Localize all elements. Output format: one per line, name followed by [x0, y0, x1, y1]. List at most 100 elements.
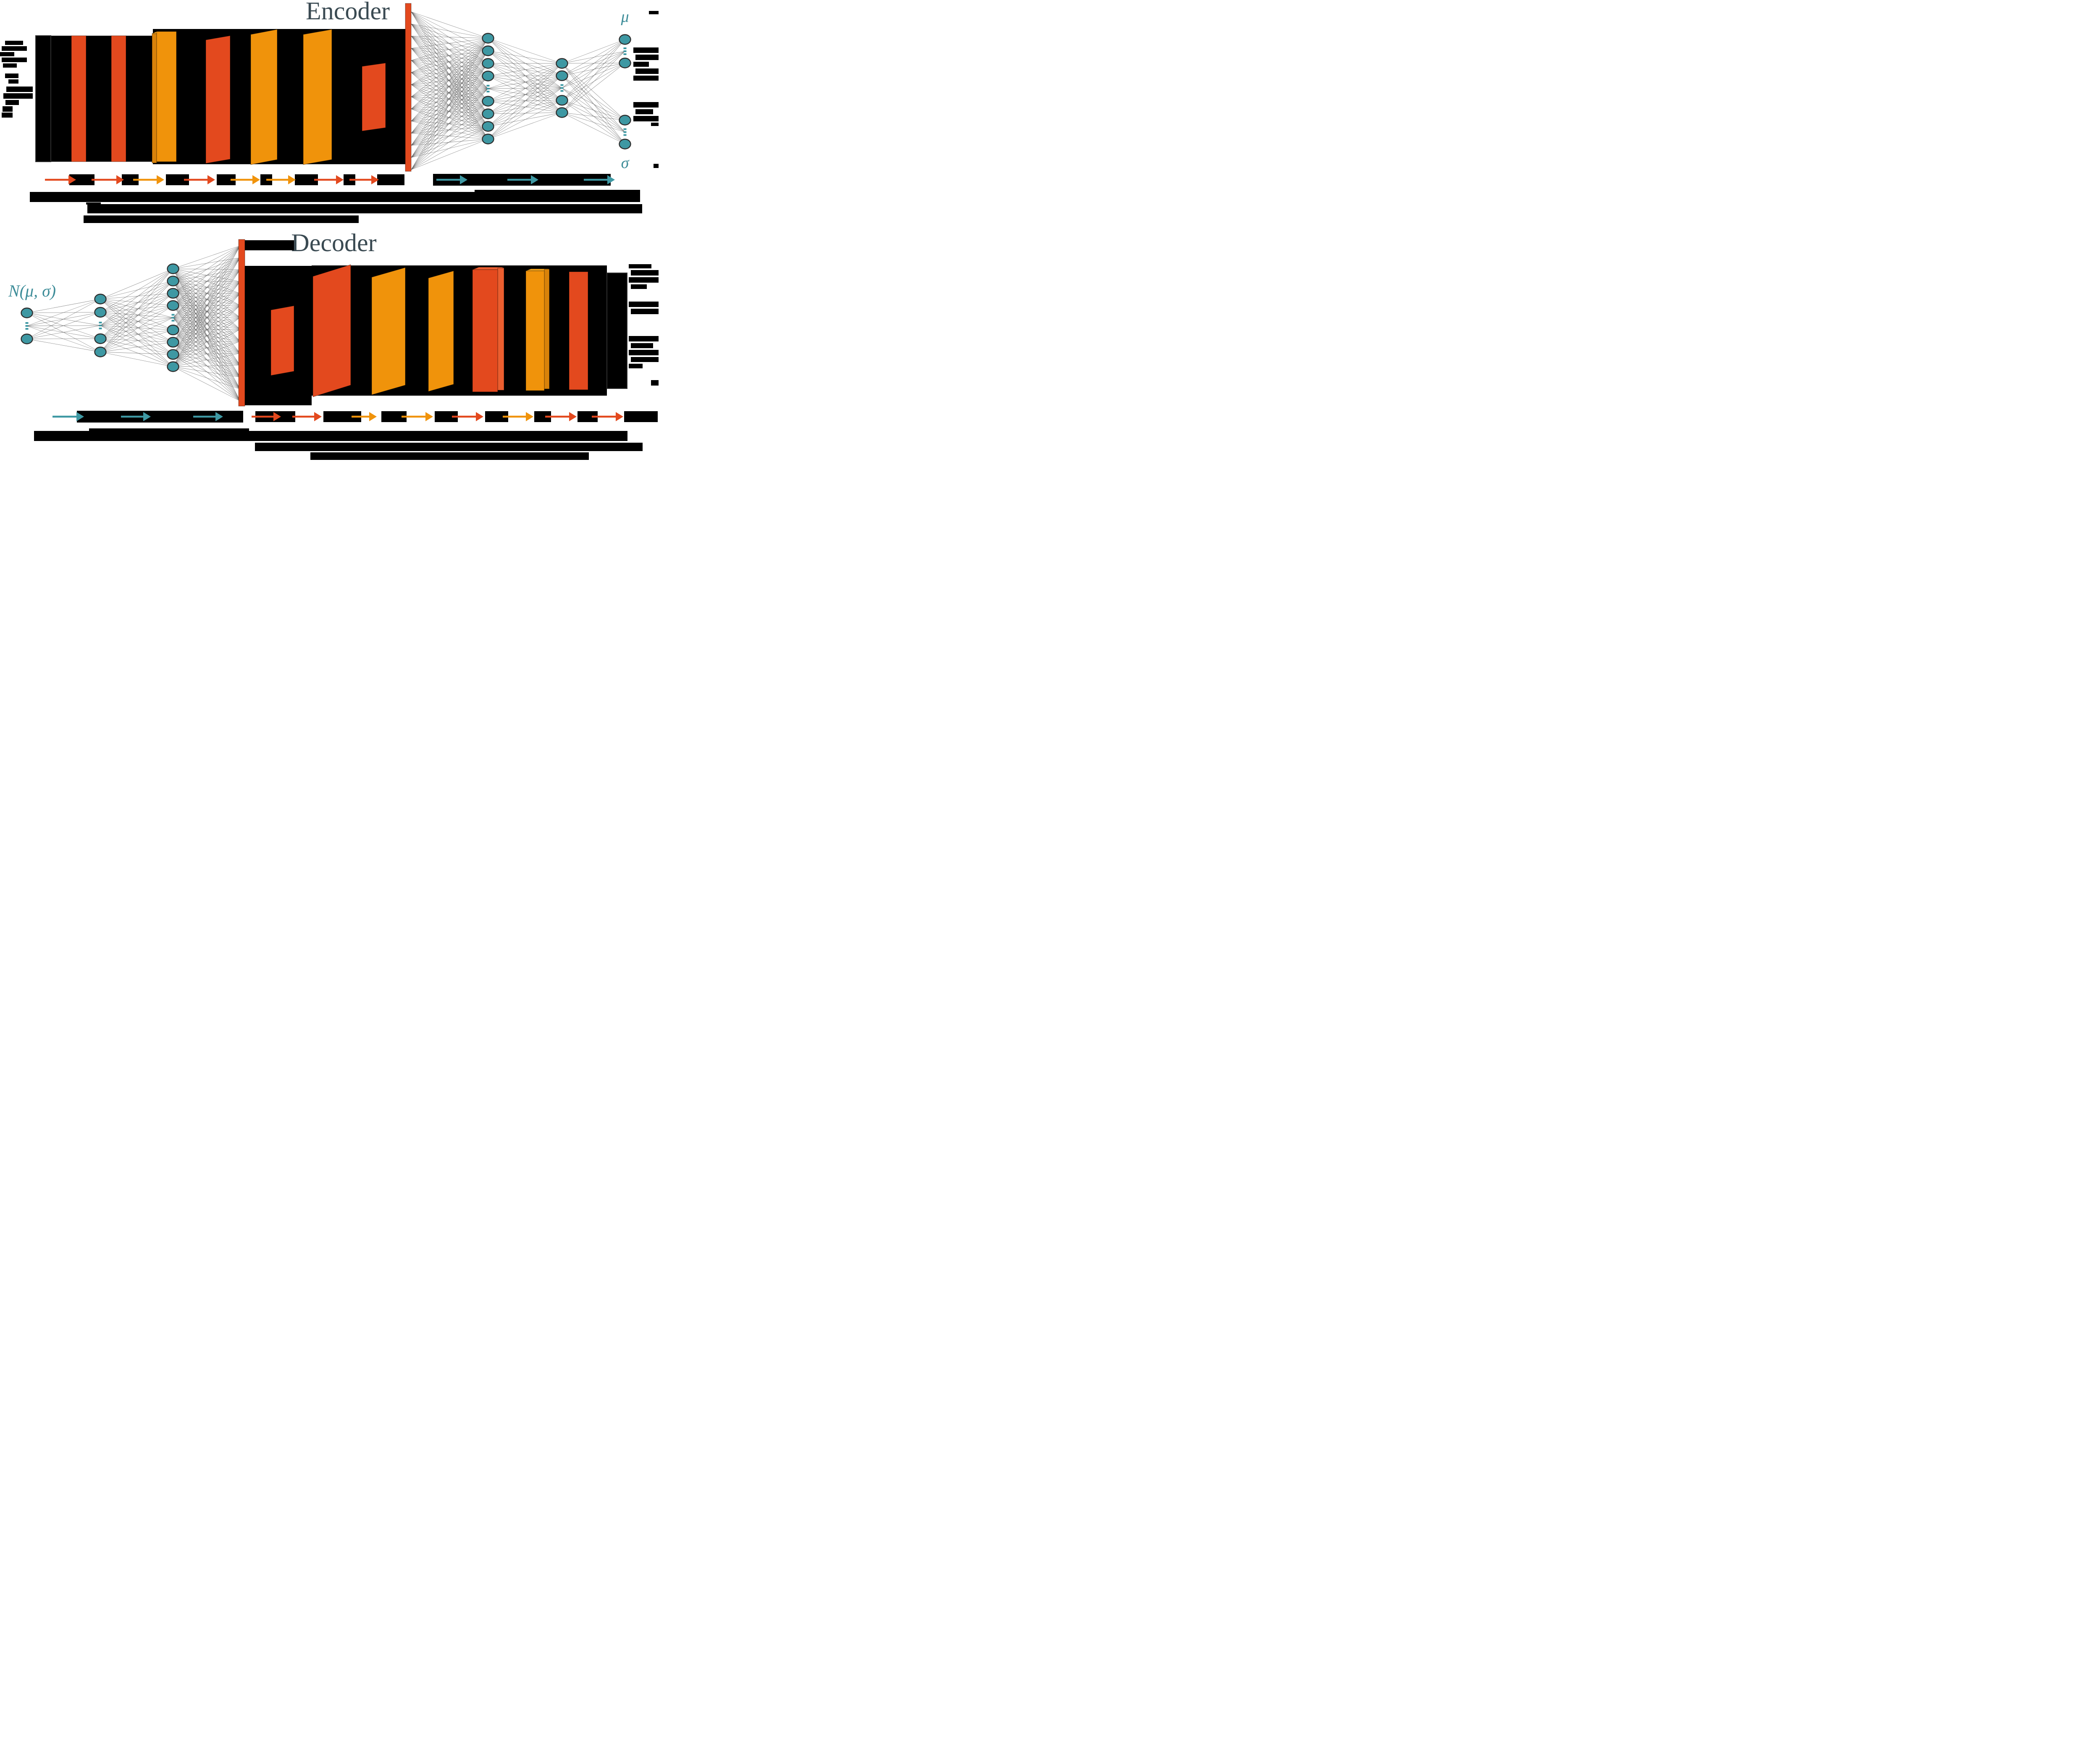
conv-layer: [250, 29, 278, 165]
redacted-caption-line: [86, 202, 101, 205]
deconv-layer-3d-box: [525, 268, 550, 391]
neuron-node: [167, 263, 179, 274]
connection-line: [488, 63, 562, 88]
connection-line: [411, 50, 488, 73]
connection-line: [173, 305, 241, 330]
connection-line: [411, 113, 488, 158]
redacted-caption-line: [89, 428, 249, 432]
flow-arrow: [507, 175, 538, 184]
connection-line: [411, 60, 488, 89]
connection-line: [411, 97, 488, 127]
unflatten-layer-bar: [238, 239, 245, 407]
ellipsis-dots-icon: [623, 131, 627, 133]
connection-line: [173, 293, 241, 294]
conv-layer: [111, 35, 126, 162]
connection-line: [562, 63, 625, 113]
connection-line: [411, 76, 488, 146]
connection-line: [411, 48, 488, 64]
connection-line: [411, 38, 488, 134]
connection-line: [488, 50, 562, 76]
connection-line: [411, 38, 488, 97]
redacted-text: [629, 277, 659, 283]
connection-line: [411, 38, 488, 146]
connection-line: [488, 112, 562, 139]
connection-line: [100, 299, 173, 330]
connection-line: [173, 245, 241, 367]
flow-arrow: [92, 175, 124, 184]
connection-line: [411, 24, 488, 102]
connection-line: [411, 101, 488, 158]
fc-wiring: [411, 11, 488, 170]
connection-line: [173, 329, 241, 367]
flow-arrow: [436, 175, 467, 184]
connection-line: [173, 268, 241, 294]
connection-line: [488, 88, 562, 139]
connection-line: [173, 268, 241, 270]
connection-line: [100, 293, 173, 299]
ellipsis-dots-icon: [99, 322, 102, 323]
connection-line: [411, 11, 488, 39]
flow-arrow: [231, 175, 260, 184]
connection-line: [173, 245, 241, 281]
connection-line: [173, 342, 241, 389]
connection-line: [173, 353, 241, 367]
fc-wiring: [26, 299, 101, 352]
neuron-node: [482, 33, 494, 44]
redacted-text: [631, 284, 647, 289]
conv-layer-3d-box: [152, 31, 177, 163]
connection-line: [411, 60, 488, 76]
connection-line: [411, 11, 488, 89]
connection-line: [562, 39, 625, 113]
connection-line: [173, 330, 241, 378]
connection-line: [411, 139, 488, 146]
connection-line: [411, 113, 488, 170]
connection-line: [100, 339, 173, 367]
connection-line: [411, 88, 488, 146]
connection-line: [100, 268, 173, 339]
fc-wiring: [173, 245, 241, 402]
connection-line: [411, 38, 488, 170]
connection-line: [488, 63, 562, 114]
redacted-text: [631, 343, 653, 348]
conv-layer: [71, 35, 87, 162]
connection-line: [411, 36, 488, 102]
redacted-caption-line: [30, 192, 640, 202]
connection-line: [173, 354, 241, 365]
neuron-node: [21, 333, 33, 344]
redacted-text: [377, 174, 404, 185]
redacted-caption-line: [84, 215, 359, 223]
encoder-output-labels-redacted: [633, 11, 659, 168]
connection-line: [562, 51, 625, 76]
fc-wiring: [100, 268, 173, 367]
connection-line: [100, 281, 173, 326]
connection-line: [411, 38, 488, 121]
connection-line: [411, 133, 488, 139]
connection-line: [100, 312, 173, 367]
neuron-node: [482, 134, 494, 144]
connection-line: [411, 48, 488, 139]
connection-line: [100, 339, 173, 343]
connection-line: [100, 325, 173, 355]
connection-line: [411, 126, 488, 134]
connection-line: [411, 88, 488, 134]
connection-line: [411, 72, 488, 114]
connection-line: [173, 318, 241, 330]
connection-line: [173, 269, 241, 367]
connection-line: [411, 38, 488, 85]
deconv-layer: [270, 305, 294, 376]
connection-line: [411, 84, 488, 139]
connection-line: [488, 88, 562, 114]
connection-line: [488, 63, 562, 113]
redacted-text: [295, 174, 318, 185]
connection-line: [411, 139, 488, 170]
connection-line: [562, 88, 625, 121]
connection-line: [488, 63, 562, 89]
deconv-layer-3d-box: [472, 267, 504, 392]
connection-line: [411, 36, 488, 39]
ellipsis-dots-icon: [171, 314, 175, 316]
connection-line: [26, 325, 101, 339]
connection-line: [488, 63, 562, 127]
redacted-text: [5, 100, 19, 105]
connection-line: [488, 112, 562, 127]
ellipsis-dots-icon: [25, 325, 29, 327]
